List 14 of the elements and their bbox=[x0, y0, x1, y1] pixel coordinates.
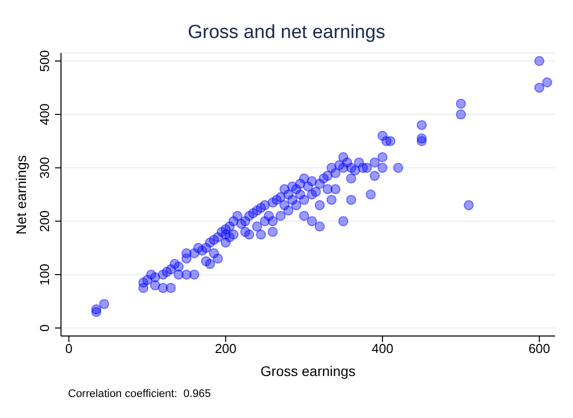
y-tick-label: 0 bbox=[37, 324, 52, 332]
text: Correlation coefficient: 0.965 bbox=[68, 388, 211, 400]
y-tick-label: 300 bbox=[37, 156, 52, 179]
y-axis-title: Net earnings bbox=[12, 155, 29, 234]
y-tick-label: 400 bbox=[37, 104, 52, 126]
x-tick-label: 400 bbox=[372, 341, 394, 356]
chart-title: Gross and net earnings bbox=[186, 22, 386, 44]
x-tick-label: 0 bbox=[65, 341, 72, 356]
y-tick-label: 200 bbox=[37, 210, 52, 232]
y-tick-label: 100 bbox=[37, 264, 52, 286]
x-tick-label: 600 bbox=[528, 341, 550, 356]
x-tick-label: 200 bbox=[214, 341, 237, 356]
x-axis-title: Gross earnings bbox=[260, 363, 356, 379]
y-tick-label: 500 bbox=[37, 50, 52, 72]
